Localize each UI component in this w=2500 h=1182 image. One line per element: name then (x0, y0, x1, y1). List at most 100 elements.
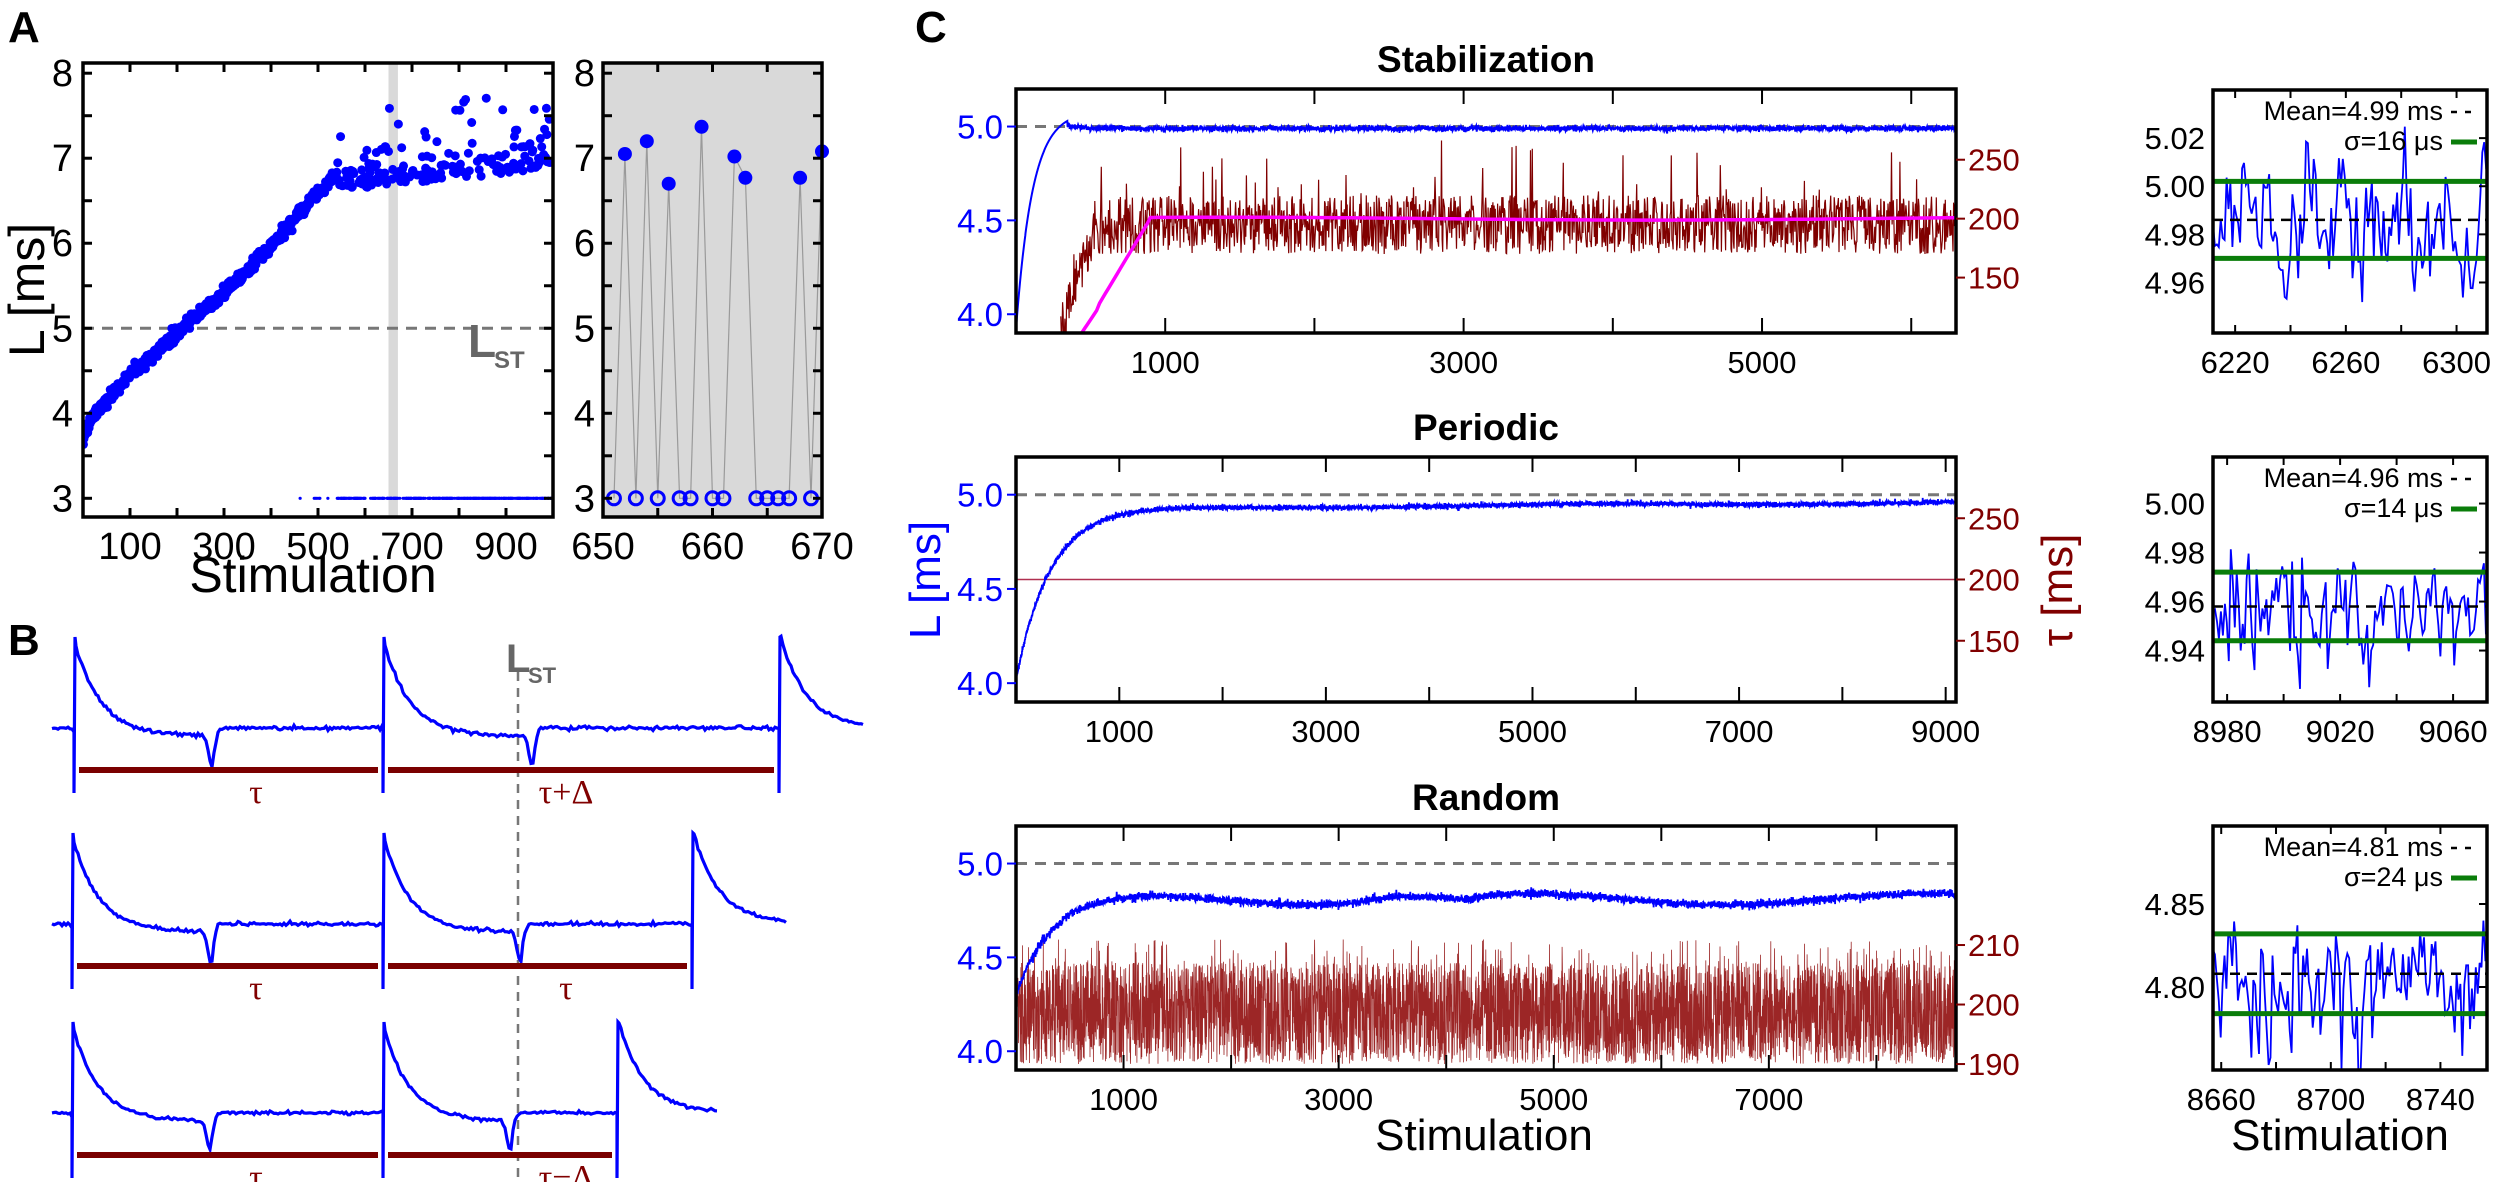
zoom-background (603, 63, 822, 517)
latency-detail-series (2213, 920, 2487, 1070)
failure-point (363, 496, 367, 500)
voltage-trace (51, 1017, 718, 1179)
failure-point (298, 496, 302, 500)
y2-tick-label: 210 (1968, 928, 2020, 963)
failure-point (382, 496, 386, 500)
latency-point (461, 94, 471, 104)
voltage-trace (51, 829, 787, 990)
tau-series (1060, 140, 1956, 333)
latency-point (359, 152, 369, 162)
panel-a-main-frame (81, 61, 555, 519)
y2-tick-label: 200 (1968, 202, 2020, 237)
y-tick-label: 6 (574, 223, 595, 265)
x-tick-label: 1000 (1085, 714, 1154, 749)
latency-point (529, 104, 539, 114)
y-tick-label: 8 (52, 53, 73, 95)
x-tick-label: 100 (98, 526, 161, 568)
failure-point (704, 490, 721, 507)
latency-point (481, 93, 491, 103)
latency-point (498, 105, 508, 115)
y-tick-label: 6 (52, 223, 73, 265)
y2-tick-label: 150 (1968, 624, 2020, 659)
y-tick-label: 5.0 (957, 477, 1003, 514)
y-tick-label: 4.5 (957, 202, 1003, 239)
response-point (661, 176, 676, 191)
x-tick-label: 700 (380, 526, 443, 568)
failure-point (423, 496, 427, 500)
failure-point (715, 490, 732, 507)
failure-point (682, 490, 699, 507)
latency-point (541, 103, 551, 113)
latency-point (512, 125, 522, 135)
x-tick-label: 5000 (1519, 1082, 1588, 1117)
y-tick-label: 4.0 (957, 296, 1003, 333)
latency-point (501, 149, 511, 159)
failure-point (781, 490, 798, 507)
x-tick-label: 5000 (1728, 345, 1797, 380)
latency-point (287, 226, 297, 236)
latency-point (455, 105, 465, 115)
x-tick-label: 8700 (2296, 1082, 2365, 1117)
axes-frame (1014, 824, 1958, 1072)
plot-area (2213, 126, 2487, 303)
axes-frame (1014, 87, 1958, 335)
y-tick-label: 4.85 (2145, 887, 2205, 922)
y-axis-label: L [ms] (901, 521, 950, 639)
x-tick-label: 9000 (1911, 714, 1980, 749)
axes-frame (2211, 88, 2489, 335)
y-tick-label: 5.0 (957, 109, 1003, 146)
y-tick-label: 5.0 (957, 846, 1003, 883)
x-tick-label: 3000 (1291, 714, 1360, 749)
legend-sigma-label: σ=14 μs (2344, 493, 2443, 523)
x-tick-label: 6220 (2201, 345, 2270, 380)
failure-point (770, 490, 787, 507)
legend-mean-label: Mean=4.96 ms (2264, 463, 2443, 493)
plot-area (1016, 862, 1956, 1065)
x-axis-label: Stimulation (189, 547, 436, 603)
latency-point (509, 142, 519, 152)
x-tick-label: 9020 (2306, 714, 2375, 749)
plot-area (2213, 920, 2487, 1070)
latency-detail-series (2213, 126, 2487, 303)
y-tick-label: 5.00 (2145, 169, 2205, 204)
latency-point (432, 137, 442, 147)
failure-point (398, 496, 402, 500)
y-tick-label: 4.80 (2145, 970, 2205, 1005)
y-tick-label: 5 (52, 308, 73, 350)
latency-point (384, 146, 393, 156)
failure-point (748, 490, 765, 507)
y2-tick-label: 200 (1968, 988, 2020, 1023)
latency-series (1016, 119, 1956, 330)
legend: Mean=4.81 msσ=24 μs (2264, 832, 2477, 892)
x-axis-label: Stimulation (2231, 1111, 2449, 1160)
x-tick-label: 6300 (2422, 345, 2491, 380)
interval-label: τ (559, 970, 573, 1007)
y-tick-label: 5.02 (2145, 121, 2205, 156)
latency-point (357, 165, 367, 175)
latency-point (347, 182, 357, 192)
x-tick-label: 5000 (1498, 714, 1567, 749)
latency-detail-series (2213, 549, 2487, 689)
failure-point (428, 496, 432, 500)
y-tick-label: 4.0 (957, 665, 1003, 702)
x-tick-label: 1000 (1131, 345, 1200, 380)
latency-point (455, 159, 465, 169)
failure-point (627, 490, 644, 507)
latency-point (384, 103, 394, 113)
failure-point (671, 490, 688, 507)
y-tick-label: 4.96 (2145, 265, 2205, 300)
y-tick-label: 7 (574, 138, 595, 180)
response-point (738, 170, 753, 185)
axes-frame (2211, 455, 2489, 704)
latency-point (467, 117, 477, 127)
legend: Mean=4.99 msσ=16 μs (2264, 96, 2477, 156)
y2-axis-label: τ [ms] (2033, 534, 2082, 647)
trace-row-1: τ τ+Δ (51, 633, 864, 811)
latency-point (393, 119, 403, 129)
latency-point (516, 159, 526, 169)
y2-tick-label: 150 (1968, 261, 2020, 296)
x-tick-label: 8980 (2193, 714, 2262, 749)
x-tick-label: 1000 (1089, 1082, 1158, 1117)
